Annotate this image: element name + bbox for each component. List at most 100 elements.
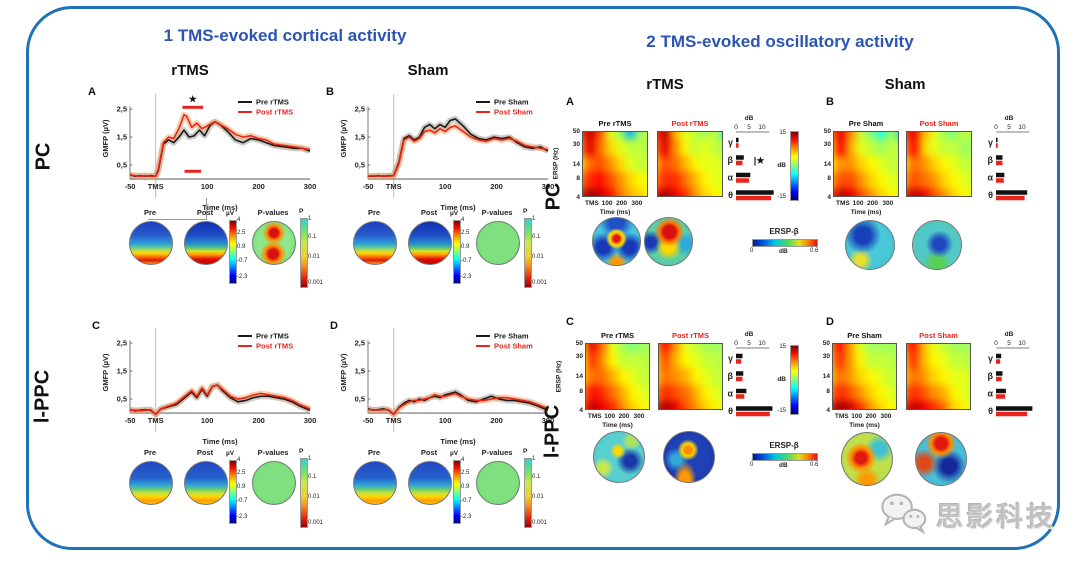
svg-text:|★: |★ <box>754 155 766 165</box>
ersp-topo-pc-post-rtms <box>644 217 693 266</box>
svg-text:Post Sham: Post Sham <box>494 342 533 351</box>
p-tick: 0.01 <box>308 494 320 500</box>
topo-label-pvalues: P-values <box>257 448 289 457</box>
db-max: 15 <box>779 344 786 350</box>
svg-text:γ: γ <box>988 137 993 147</box>
watermark-text: 思影科技 <box>936 502 1056 532</box>
svg-text:0,5: 0,5 <box>117 161 127 170</box>
svg-text:dB: dB <box>1005 331 1014 338</box>
panel-letter-b2: B <box>826 96 834 108</box>
svg-text:-50: -50 <box>363 182 374 191</box>
uv-colorbar <box>453 220 461 284</box>
p-tick: 1 <box>308 216 312 222</box>
uv-tick: 2.5 <box>461 470 470 476</box>
svg-text:Time (ms): Time (ms) <box>440 437 476 446</box>
uv-tick: 0.9 <box>237 244 246 250</box>
p-colorbar <box>300 218 308 288</box>
ersp-beta-max: 0.6 <box>810 248 819 254</box>
uv-tick: -0.7 <box>461 498 472 504</box>
uv-tick: -2.3 <box>237 274 248 280</box>
gmfp-plot-pc-sham: 0,5 1,5 2,5 -50 TMS 100 200 300 Time (ms) GMFP (µ… <box>334 86 554 212</box>
topo-map-pvalues <box>476 221 520 265</box>
svg-text:300: 300 <box>542 416 555 425</box>
uv-tick: -2.3 <box>461 514 472 520</box>
svg-text:100: 100 <box>439 416 452 425</box>
left-row-label-lppc: l-PPC <box>31 369 54 424</box>
right-col-header-sham: Sham <box>884 76 926 93</box>
band-bars-pc-rtms: 0 5 10 dB γ β |★ α θ <box>722 112 790 204</box>
svg-text:300: 300 <box>304 416 317 425</box>
p-tick: 1 <box>308 456 312 462</box>
topo-label-post: Post <box>420 208 438 217</box>
p-tick: 1 <box>532 456 536 462</box>
gmfp-plot-lppc-rtms: 0,5 1,5 2,5 -50 TMS 100 200 300 Time (ms) GMFP (µ… <box>96 320 317 446</box>
db-mid: dB <box>777 376 786 383</box>
ersp-beta-title: ERSP-β <box>769 441 799 450</box>
uv-colorbar <box>229 220 237 284</box>
ersp-topo-pc-pre-rtms <box>592 217 641 266</box>
section-1-title: 1 TMS-evoked cortical activity <box>163 26 407 45</box>
uv-tick: 4 <box>461 217 465 223</box>
p-tick: 0.1 <box>308 234 317 240</box>
svg-text:5: 5 <box>747 124 751 131</box>
ersp-beta-gradient <box>752 453 818 461</box>
db-max: 15 <box>779 130 786 136</box>
svg-text:dB: dB <box>745 331 754 338</box>
panel-letter-c: C <box>92 320 100 332</box>
ersp-beta-mid: dB <box>779 462 788 469</box>
svg-text:β: β <box>728 155 734 165</box>
uv-tick: 0.9 <box>461 484 470 490</box>
svg-text:200: 200 <box>490 182 503 191</box>
p-tick: 0.001 <box>532 520 548 526</box>
svg-text:dB: dB <box>745 115 754 122</box>
ersp-beta-colorbar-pc: ERSP-β 0 dB 0.6 <box>742 228 826 260</box>
p-tick: 0.01 <box>532 254 544 260</box>
ersp-topo-lppc-post-rtms <box>663 431 715 483</box>
svg-text:Post rTMS: Post rTMS <box>256 108 293 117</box>
db-gradient <box>790 345 799 415</box>
svg-text:10: 10 <box>758 124 766 131</box>
svg-text:dB: dB <box>1005 115 1014 122</box>
topo-label-pvalues: P-values <box>481 448 513 457</box>
svg-text:θ: θ <box>728 190 733 200</box>
svg-text:TMS: TMS <box>148 416 164 425</box>
svg-text:TMS: TMS <box>386 182 402 191</box>
uv-tick: 2.5 <box>237 470 246 476</box>
uv-tick: -0.7 <box>461 258 472 264</box>
topo-map-pre <box>353 461 397 505</box>
svg-text:100: 100 <box>201 182 214 191</box>
svg-text:0: 0 <box>994 124 998 131</box>
svg-text:α: α <box>987 388 993 398</box>
topo-map-pre <box>129 221 173 265</box>
p-tick: 0.001 <box>308 280 324 286</box>
band-bars-lppc-sham: 0 5 10 dB γ β α θ <box>982 328 1050 420</box>
svg-text:Post rTMS: Post rTMS <box>256 342 293 351</box>
db-mid: dB <box>777 162 786 169</box>
left-col-header-sham: Sham <box>407 62 449 79</box>
svg-text:θ: θ <box>988 406 993 416</box>
uv-tick: -0.7 <box>237 498 248 504</box>
panel-letter-c2: C <box>566 316 574 328</box>
topo-group-lppc-rtms: Pre Post P-values µV 4 2.5 0.9 -0.7 -2.3… <box>128 448 343 540</box>
section-2-title: 2 TMS-evoked oscillatory activity <box>646 32 914 51</box>
uv-tick: 0.9 <box>461 244 470 250</box>
svg-text:0: 0 <box>734 124 738 131</box>
topo-map-post <box>184 221 228 265</box>
p-colorbar-title: P <box>299 208 304 215</box>
topo-group-lppc-sham: Pre Post P-values µV 4 2.5 0.9 -0.7 -2.3… <box>352 448 567 540</box>
svg-text:200: 200 <box>490 416 503 425</box>
ersp-topo-lppc-pre-sham <box>841 432 893 486</box>
panel-letter-a2: A <box>566 96 574 108</box>
p-tick: 0.01 <box>308 254 320 260</box>
p-colorbar-title: P <box>299 448 304 455</box>
svg-text:5: 5 <box>747 340 751 347</box>
db-colorbar-c: 15 dB -15 <box>768 344 804 416</box>
svg-text:★: ★ <box>189 94 198 104</box>
topo-label-pvalues: P-values <box>481 208 513 217</box>
topo-map-pre <box>129 461 173 505</box>
p-tick: 0.001 <box>532 280 548 286</box>
db-min: -15 <box>777 194 786 200</box>
topo-label-pvalues: P-values <box>257 208 289 217</box>
panel-letter-b: B <box>326 86 334 98</box>
